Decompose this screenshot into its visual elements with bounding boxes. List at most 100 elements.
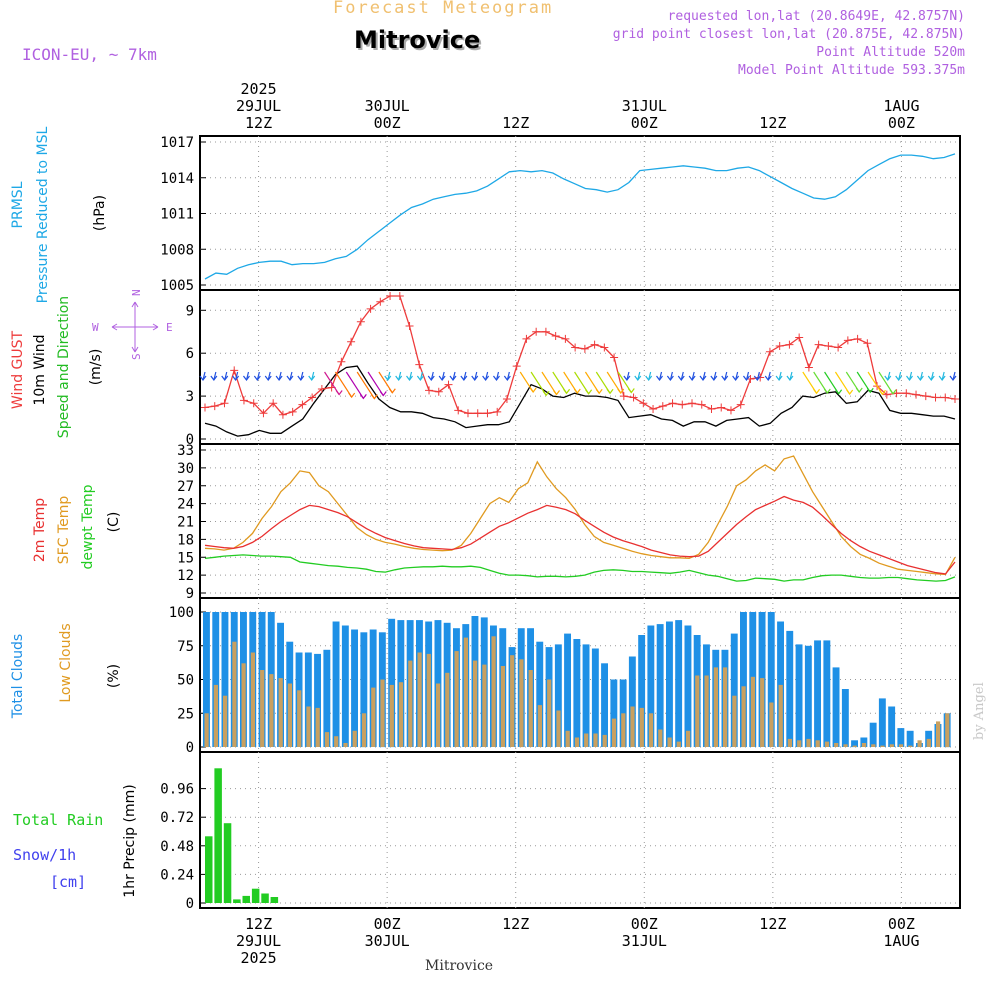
gust-marker (405, 322, 414, 331)
gust-marker (493, 407, 502, 416)
rain-bar (270, 897, 279, 903)
time-top-label-4-0: 12Z (759, 114, 786, 132)
clouds-ytick-label-1: 25 (177, 706, 194, 722)
wind-arrow-head (846, 389, 854, 396)
gust-marker (697, 400, 706, 409)
low-cloud-bar (278, 678, 283, 747)
wind-arrow-head (449, 375, 457, 381)
total-cloud-bar (906, 730, 914, 747)
rain-bar (214, 768, 222, 903)
wind-arrow-head (742, 375, 750, 381)
gust-marker (843, 336, 852, 345)
total-cloud-bar (314, 653, 321, 747)
low-cloud-bar (204, 713, 209, 748)
wind-arrow-head (503, 375, 511, 381)
precip-label-cm: [cm] (50, 873, 86, 891)
gust-marker (951, 394, 959, 403)
precip-ytick-label-1: 0.24 (160, 867, 194, 883)
gust-marker (668, 399, 677, 408)
pressure-panel: 1005 1008 1011 1014 1017 (160, 135, 961, 294)
low-cloud-bar (537, 705, 542, 747)
temp-label-2m: 2m Temp (32, 498, 48, 562)
total-cloud-bar (869, 722, 877, 747)
temp-ytick-label-8: 33 (177, 443, 194, 459)
wind-arrow-head (529, 387, 537, 393)
temp-ytick-label-4: 21 (177, 515, 194, 531)
gust-line (204, 295, 956, 416)
low-cloud-bar (852, 745, 857, 747)
gust-marker (912, 390, 921, 399)
wind-arrow-head (710, 375, 718, 381)
gust-marker (454, 406, 463, 415)
low-cloud-bar (769, 702, 774, 747)
low-cloud-bar (343, 743, 348, 747)
low-cloud-bar (871, 744, 876, 747)
gust-marker (230, 366, 239, 375)
wind-ytick-label-2: 6 (186, 346, 194, 362)
product-title: Forecast Meteogram (333, 0, 554, 18)
wind-ytick-label-3: 9 (186, 303, 194, 319)
gust-marker (308, 393, 317, 402)
low-cloud-bar (750, 676, 755, 747)
low-cloud-bar (213, 684, 218, 747)
total-cloud-bar (351, 629, 358, 747)
temp-unit: (C) (106, 512, 122, 533)
wind-arrow-head (878, 389, 886, 396)
wind-arrow-head (617, 388, 625, 394)
time-bottom-label-3-0: 00Z (631, 915, 658, 933)
wind-arrow-head (595, 388, 603, 395)
time-bottom-label-0-1: 29JUL (236, 932, 281, 950)
low-cloud-bar (380, 679, 385, 747)
low-cloud-bar (297, 690, 302, 747)
pressure-ytick-label-2: 1011 (160, 207, 194, 223)
wind-arrow-head (286, 375, 294, 381)
wind-arrow-head (895, 375, 903, 381)
total-cloud-bar (360, 632, 368, 748)
gust-marker (853, 334, 862, 343)
wind-arrow-head (232, 375, 240, 381)
wind-arrow-head (699, 375, 707, 381)
wind-arrow-head (553, 390, 561, 396)
gust-marker (921, 392, 930, 401)
temp2m-line (204, 495, 956, 575)
low-cloud-bar (454, 651, 459, 747)
rain-bar (233, 899, 241, 903)
gust-marker (337, 357, 346, 366)
total-cloud-bar (536, 641, 544, 747)
total-cloud-bar (591, 648, 599, 747)
gust-marker (269, 399, 278, 408)
temp-ytick-label-3: 18 (177, 532, 194, 548)
wind-arrow-head (427, 375, 435, 381)
low-cloud-bar (408, 660, 413, 747)
low-cloud-bar (436, 683, 441, 747)
gust-marker (249, 399, 258, 408)
wind-arrow-head (623, 375, 631, 381)
gust-marker (590, 340, 599, 349)
requested-lonlat: requested lon,lat (20.8649E, 42.8757N) (667, 9, 965, 24)
compass-n-label: N (130, 289, 143, 296)
compass-e-label: E (166, 321, 173, 334)
clouds-ytick-label-2: 50 (177, 673, 194, 689)
compass-s-label: S (130, 353, 143, 360)
low-cloud-bar (324, 732, 330, 747)
gust-marker (502, 394, 511, 403)
low-cloud-bar (463, 637, 468, 747)
total-cloud-bar (832, 667, 840, 747)
pressure-unit: (hPa) (92, 195, 108, 231)
wind-arrow-head (786, 375, 794, 381)
gust-marker (522, 334, 531, 343)
wind-frame (199, 289, 961, 445)
time-bottom-label-1-1: 30JUL (365, 932, 410, 950)
wind-arrow-head (634, 375, 642, 381)
total-cloud-bar (638, 635, 646, 747)
low-cloud-bar (945, 713, 950, 748)
total-cloud-bar (554, 644, 562, 747)
low-cloud-bar (269, 674, 274, 747)
gust-marker (707, 404, 716, 413)
wind-arrow-head (677, 375, 685, 381)
gust-marker (765, 347, 774, 356)
gust-marker (941, 393, 950, 402)
low-cloud-bar (510, 655, 515, 747)
